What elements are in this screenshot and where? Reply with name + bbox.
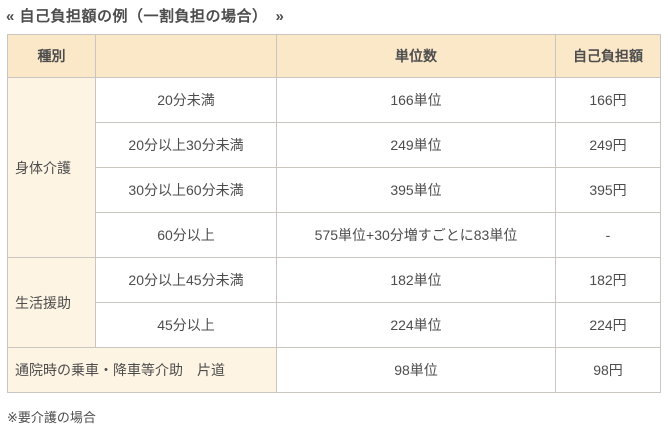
units-cell: 182単位 — [276, 257, 556, 303]
table-header: 種別 単位数 自己負担額 — [7, 34, 661, 78]
copay-cell: 249円 — [555, 122, 661, 168]
copay-cell: 98円 — [555, 347, 661, 393]
units-cell: 249単位 — [276, 122, 556, 168]
copay-cell: 224円 — [555, 302, 661, 348]
copay-cell: 182円 — [555, 257, 661, 303]
time-cell: 45分以上 — [95, 302, 277, 348]
table-body: 身体介護 20分未満 166単位 166円 20分以上30分未満 249単位 2… — [7, 77, 661, 393]
table-row: 30分以上60分未満 395単位 395円 — [8, 167, 661, 213]
category-transport-assist: 通院時の乗車・降車等介助 片道 — [7, 347, 277, 393]
units-cell: 575単位+30分増すごとに83単位 — [276, 212, 556, 258]
copay-fee-table: 種別 単位数 自己負担額 身体介護 20分未満 166単位 166円 20分以上… — [7, 34, 661, 393]
table-row: 身体介護 20分未満 166単位 166円 — [7, 77, 661, 258]
category-daily-life-support: 生活援助 — [7, 257, 96, 348]
header-units: 単位数 — [276, 34, 556, 78]
time-cell: 30分以上60分未満 — [95, 167, 277, 213]
units-cell: 224単位 — [276, 302, 556, 348]
footnote: ※要介護の場合 — [7, 410, 96, 425]
units-cell: 166単位 — [276, 77, 556, 123]
page-title: « 自己負担額の例（一割負担の場合） » — [6, 8, 285, 25]
table-row: 通院時の乗車・降車等介助 片道 98単位 98円 — [7, 347, 661, 393]
category-physical-care: 身体介護 — [7, 77, 96, 258]
header-type: 種別 — [7, 34, 96, 78]
time-cell: 60分以上 — [95, 212, 277, 258]
table-row: 20分以上30分未満 249単位 249円 — [8, 122, 661, 168]
time-cell: 20分未満 — [95, 77, 277, 123]
header-copay: 自己負担額 — [555, 34, 661, 78]
table-row: 60分以上 575単位+30分増すごとに83単位 - — [8, 212, 661, 258]
header-row: 種別 単位数 自己負担額 — [7, 34, 661, 78]
header-blank — [95, 34, 277, 78]
table-row: 45分以上 224単位 224円 — [8, 302, 661, 348]
time-cell: 20分以上30分未満 — [95, 122, 277, 168]
copay-cell: 395円 — [555, 167, 661, 213]
units-cell: 98単位 — [276, 347, 556, 393]
table-row: 生活援助 20分以上45分未満 182単位 182円 — [7, 257, 661, 348]
units-cell: 395単位 — [276, 167, 556, 213]
copay-cell: 166円 — [555, 77, 661, 123]
copay-cell: - — [555, 212, 661, 258]
time-cell: 20分以上45分未満 — [95, 257, 277, 303]
